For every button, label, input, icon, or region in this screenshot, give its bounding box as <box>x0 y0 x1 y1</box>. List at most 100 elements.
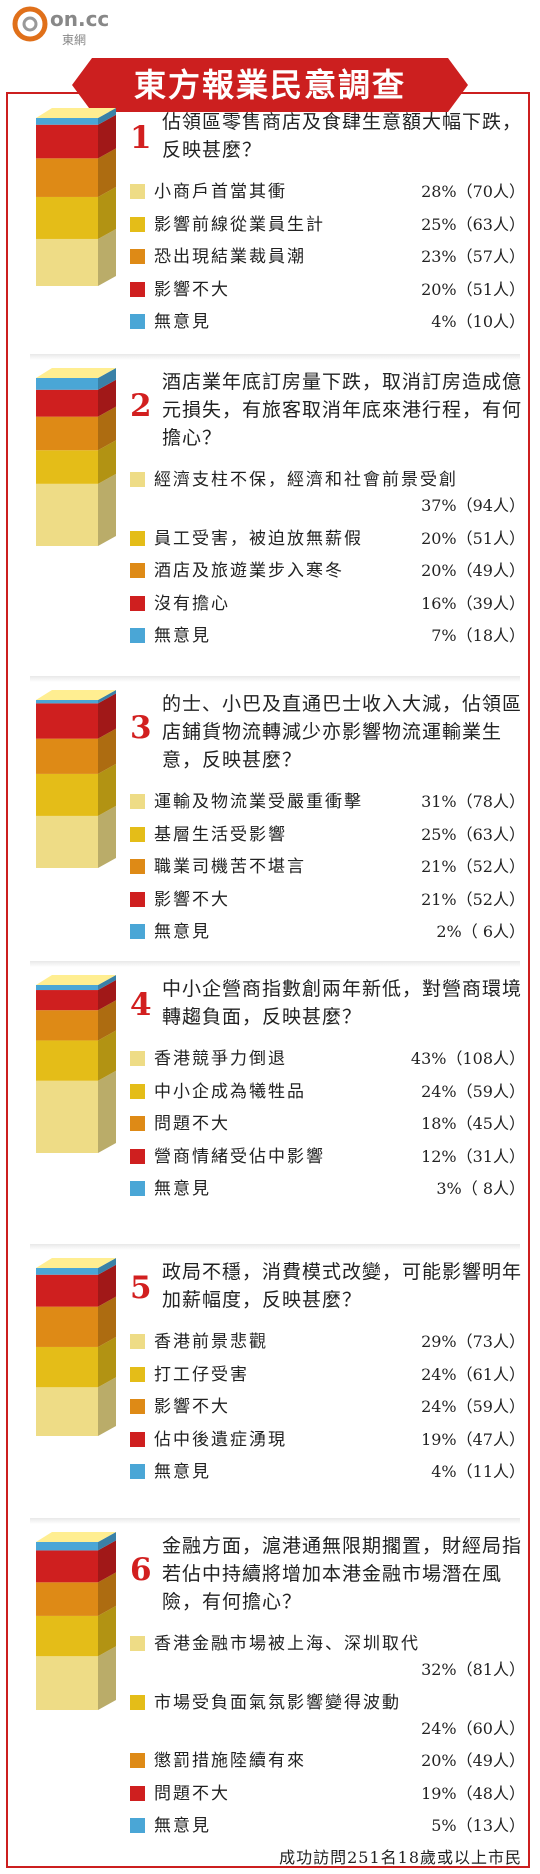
question-number: 1 <box>130 120 152 156</box>
data-label: 23%（57人） <box>421 247 525 266</box>
legend-swatch <box>130 1334 145 1349</box>
data-label: 24%（59人） <box>421 1081 525 1101</box>
bar-segment-front <box>36 985 98 991</box>
legend-swatch <box>130 859 145 874</box>
legend-row: 無意見 2%（ 6人） <box>130 918 525 946</box>
legend-swatch <box>130 216 145 232</box>
bar-segment-side <box>98 728 116 774</box>
legend-label: 沒有擔心 <box>154 593 230 614</box>
legend-swatch <box>130 184 145 199</box>
legend-swatch <box>130 1785 145 1801</box>
bar-segment-side <box>98 1572 116 1616</box>
legend-label: 無意見 <box>154 1179 211 1199</box>
legend-row: 職業司機苦不堪言 21%（52人） <box>130 853 525 881</box>
legend-swatch <box>130 281 145 297</box>
data-label: 25%（63人） <box>421 824 525 844</box>
stacked-bar-chart <box>36 1258 116 1436</box>
legend-swatch <box>130 472 145 487</box>
data-label: 32%（81人） <box>421 1660 525 1679</box>
section-divider <box>30 961 520 967</box>
data-label: 28%（70人） <box>421 182 525 201</box>
legend-label: 影響不大 <box>154 889 230 910</box>
data-label: 21%（52人） <box>421 857 525 876</box>
bar-segment-front <box>36 1040 98 1081</box>
bar-segment-front <box>36 815 98 868</box>
legend-label: 職業司機苦不堪言 <box>154 857 306 877</box>
legend-row: 無意見 7%（18人） <box>130 622 525 650</box>
data-label: 19%（47人） <box>421 1429 525 1449</box>
data-label: 20%（49人） <box>421 1751 525 1770</box>
bar-top-cap <box>36 1532 116 1542</box>
legend-row: 佔中後遺症湧現 19%（47人） <box>130 1426 525 1454</box>
bar-segment-side <box>98 108 116 125</box>
bar-segment-side <box>98 1000 116 1041</box>
legend-row: 影響不大 21%（52人） <box>130 886 525 914</box>
legend-label: 營商情緒受佔中影響 <box>154 1146 325 1167</box>
data-label: 29%（73人） <box>421 1332 525 1351</box>
bar-segment-side <box>98 693 116 739</box>
data-label: 43%（108人） <box>410 1049 525 1068</box>
stacked-bar-chart <box>36 108 116 286</box>
bar-segment-front <box>36 416 98 451</box>
legend-label: 酒店及旅遊業步入寒冬 <box>154 561 344 581</box>
bar-segment-side <box>98 406 116 451</box>
legend-label: 經濟支柱不保，經濟和社會前景受創 <box>154 470 458 490</box>
legend-swatch <box>130 1366 145 1382</box>
legend-swatch <box>130 1051 145 1066</box>
section-divider <box>30 1518 520 1524</box>
legend-row: 經濟支柱不保，經濟和社會前景受創 37%（94人） <box>130 466 525 520</box>
legend-row: 香港前景悲觀 29%（73人） <box>130 1328 525 1356</box>
data-label: 25%（63人） <box>421 214 525 234</box>
legend-swatch <box>130 1148 145 1164</box>
question-number: 3 <box>130 710 152 746</box>
legend-label: 打工仔受害 <box>154 1364 249 1385</box>
bar-segment-side <box>98 690 116 704</box>
legend-swatch <box>130 249 145 264</box>
legend-label: 無意見 <box>154 1816 211 1836</box>
legend-label: 香港前景悲觀 <box>154 1332 268 1352</box>
bar-segment-front <box>36 196 98 239</box>
data-label: 2%（ 6人） <box>436 922 525 941</box>
data-label: 20%（51人） <box>421 279 525 299</box>
bar-segment-front <box>36 1550 98 1583</box>
legend-row: 問題不大 19%（48人） <box>130 1780 525 1808</box>
logo-text: on.cc <box>50 7 109 31</box>
legend-label: 無意見 <box>154 922 211 942</box>
data-label: 20%（51人） <box>421 528 525 548</box>
legend-label: 影響前線從業員生計 <box>154 214 325 235</box>
data-label: 18%（45人） <box>421 1114 525 1133</box>
bar-segment-side <box>98 148 116 197</box>
data-label: 5%（13人） <box>431 1816 525 1835</box>
bar-segment-front <box>36 450 98 484</box>
bar-segment-side <box>98 1605 116 1657</box>
legend-row: 小商戶首當其衝 28%（70人） <box>130 178 525 206</box>
legend-swatch <box>130 314 145 329</box>
legend-row: 懲罰措施陸續有來 20%（49人） <box>130 1747 525 1775</box>
survey-footnote: 成功訪問251名18歲或以上市民 <box>279 1848 522 1867</box>
banner-title: 東方報業民意調查 <box>133 66 406 104</box>
legend-swatch <box>130 595 145 611</box>
legend-row: 影響不大 20%（51人） <box>130 276 525 304</box>
bar-segment-front <box>36 1615 98 1657</box>
bar-segment-side <box>98 1532 116 1551</box>
section-divider <box>30 354 520 360</box>
bar-segment-front <box>36 238 98 286</box>
question-number: 4 <box>130 987 152 1023</box>
bar-segment-front <box>36 1010 98 1041</box>
bar-segment-side <box>98 763 116 816</box>
bar-segment-front <box>36 158 98 197</box>
legend-row: 員工受害，被迫放無薪假 20%（51人） <box>130 525 525 553</box>
bar-segment-front <box>36 773 98 816</box>
legend-swatch <box>130 1694 145 1710</box>
legend-swatch <box>130 1818 145 1833</box>
legend-label: 問題不大 <box>154 1783 230 1804</box>
legend-swatch <box>130 530 145 546</box>
bar-segment-side <box>98 1264 116 1307</box>
legend-row: 無意見 3%（ 8人） <box>130 1175 525 1203</box>
legend-label: 香港金融市場被上海、深圳取代 <box>154 1634 420 1654</box>
legend-label: 中小企成為犧牲品 <box>154 1081 306 1102</box>
bar-segment-front <box>36 1542 98 1551</box>
bar-segment-side <box>98 1070 116 1153</box>
question-text: 酒店業年底訂房量下跌，取消訂房造成億元損失，有旅客取消年底來港行程，有何擔心？ <box>162 371 523 449</box>
legend-label: 運輸及物流業受嚴重衝擊 <box>154 792 363 812</box>
